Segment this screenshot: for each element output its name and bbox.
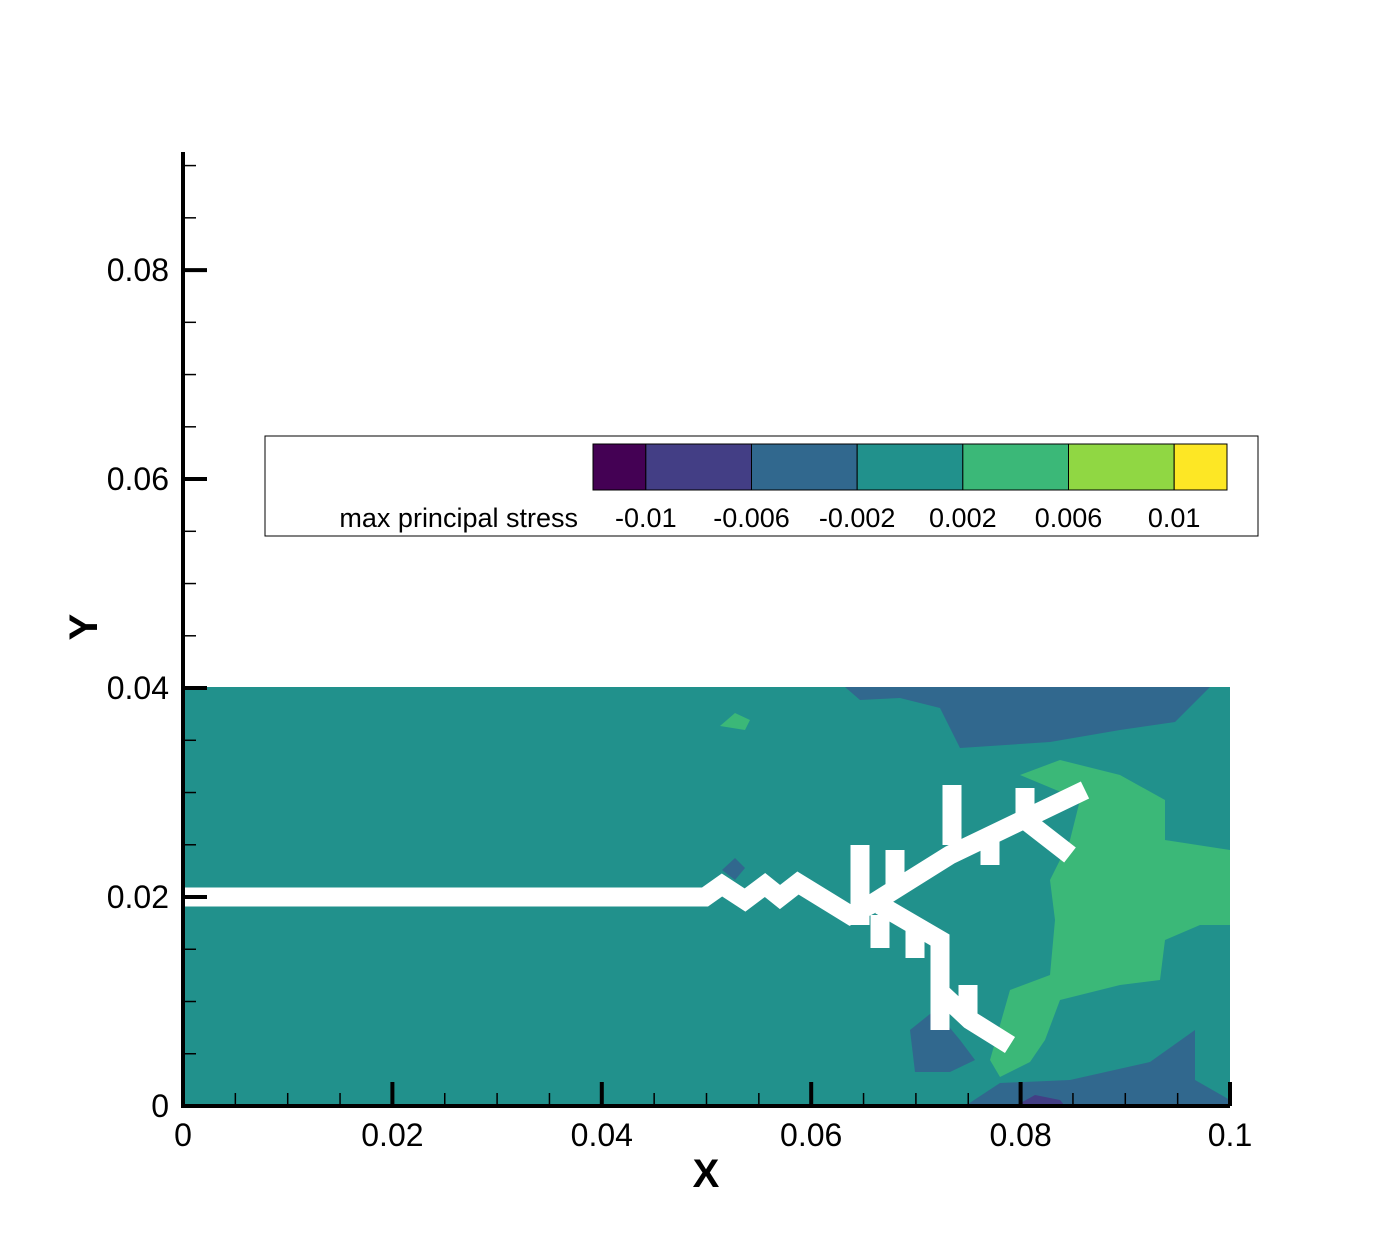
y-tick-label: 0 (151, 1088, 169, 1124)
colorbar-segment (962, 443, 1069, 491)
contour-region (990, 760, 1230, 1077)
y-axis-title: Y (62, 613, 106, 640)
colorbar-label: 0.01 (1148, 503, 1201, 533)
contour-region (1015, 1095, 1065, 1106)
contour-region (965, 1030, 1230, 1106)
colorbar-label: -0.01 (615, 503, 677, 533)
colorbar-segment (751, 443, 858, 491)
x-tick-label: 0.1 (1208, 1117, 1252, 1153)
contour-field (183, 687, 1230, 1106)
colorbar-label: -0.002 (819, 503, 896, 533)
colorbar-label: -0.006 (713, 503, 790, 533)
contour-region (845, 687, 1210, 748)
x-tick-label: 0.08 (989, 1117, 1051, 1153)
x-axis-title: X (693, 1152, 720, 1196)
crack (183, 781, 1090, 1054)
x-tick-label: 0.02 (361, 1117, 423, 1153)
contour-region (720, 713, 750, 730)
colorbar-segment (856, 443, 964, 491)
legend-title: max principal stress (339, 503, 578, 533)
x-tick-label: 0.06 (780, 1117, 842, 1153)
x-tick-label: 0 (174, 1117, 192, 1153)
y-tick-label: 0.06 (107, 461, 169, 497)
contour-region (910, 1010, 975, 1072)
colorbar-segment (1068, 443, 1175, 491)
colorbar-segment (592, 443, 647, 491)
colorbar-label: 0.002 (929, 503, 997, 533)
contour-region (722, 858, 745, 880)
colorbar-segment (645, 443, 752, 491)
colorbar-segment (1173, 443, 1228, 491)
y-tick-label: 0.08 (107, 252, 169, 288)
y-tick-label: 0.02 (107, 879, 169, 915)
x-tick-label: 0.04 (571, 1117, 633, 1153)
colorbar-label: 0.006 (1035, 503, 1103, 533)
y-tick-label: 0.04 (107, 670, 169, 706)
